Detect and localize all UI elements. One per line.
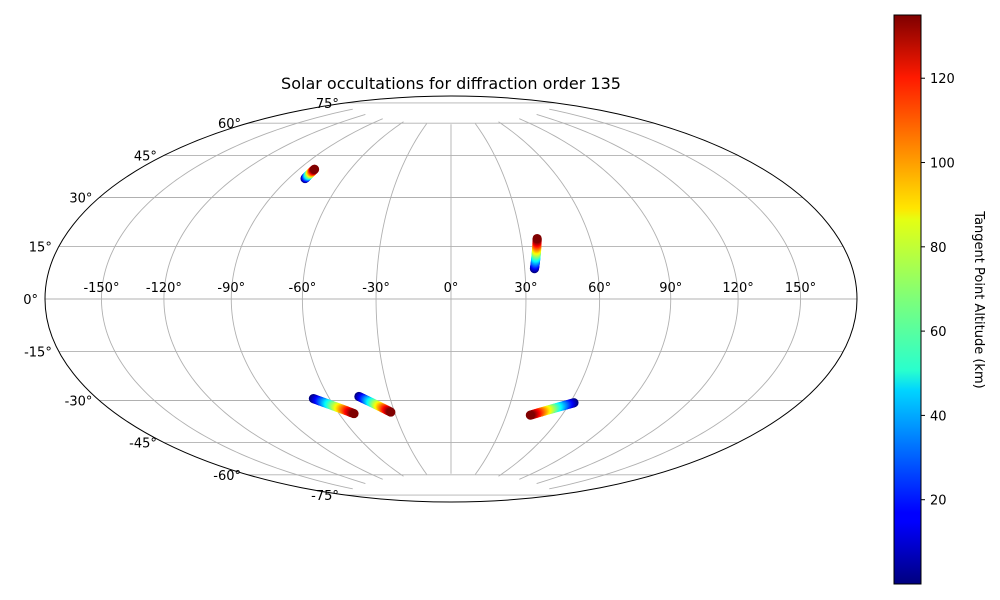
lat-tick-label: 15°: [29, 240, 52, 255]
colorbar-ticks: 20 40 60 80 100 120: [921, 72, 955, 509]
lat-tick-label: 60°: [218, 117, 241, 132]
colorbar-tick-label: 60: [930, 325, 947, 340]
lon-tick-label: 120°: [722, 281, 753, 296]
map-boundary: [44, 95, 858, 503]
lon-tick-label: -30°: [362, 281, 390, 296]
data-point: [386, 407, 396, 417]
lat-tick-label: 30°: [69, 192, 92, 207]
map-labels: -150° -120° -90° -60° -30° 0° 30° 60° 90° 120° 150…: [23, 97, 816, 504]
data-point: [349, 408, 359, 419]
lon-tick-label: 30°: [514, 281, 537, 296]
colorbar-tick-label: 100: [930, 157, 955, 172]
map-points: [300, 164, 579, 420]
colorbar-tick-label: 20: [930, 494, 947, 509]
lon-tick-label: -150°: [83, 281, 119, 296]
lon-tick-label: -60°: [289, 281, 317, 296]
lat-tick-label: -30°: [65, 395, 93, 410]
colorbar-tick-label: 120: [930, 72, 955, 87]
colorbar-tick-label: 40: [930, 409, 947, 424]
colorbar-label: Tangent Point Altitude (km): [971, 210, 986, 388]
lon-tick-label: -120°: [146, 281, 182, 296]
lon-tick-label: 150°: [785, 281, 816, 296]
lat-tick-label: 45°: [134, 149, 157, 164]
lon-tick-label: 90°: [659, 281, 682, 296]
lon-tick-label: 0°: [444, 281, 459, 296]
colorbar-gradient: [893, 14, 922, 585]
map-grid: [44, 95, 858, 503]
chart-title: Solar occultations for diffraction order…: [281, 74, 621, 93]
data-point: [309, 164, 320, 174]
lat-tick-label: -60°: [213, 469, 241, 484]
colorbar-tick-label: 80: [930, 241, 947, 256]
lat-tick-label: 75°: [316, 97, 339, 112]
lat-tick-label: -15°: [24, 346, 52, 361]
lon-tick-label: 60°: [588, 281, 611, 296]
data-point: [532, 233, 542, 244]
data-point: [525, 410, 535, 420]
colorbar: 20 40 60 80 100 120 Tangent Point Altitude (k…: [893, 14, 986, 585]
lat-tick-label: -75°: [311, 489, 339, 504]
lat-tick-label: 0°: [23, 293, 38, 308]
lat-tick-label: -45°: [129, 437, 157, 452]
lon-tick-label: -90°: [217, 281, 245, 296]
